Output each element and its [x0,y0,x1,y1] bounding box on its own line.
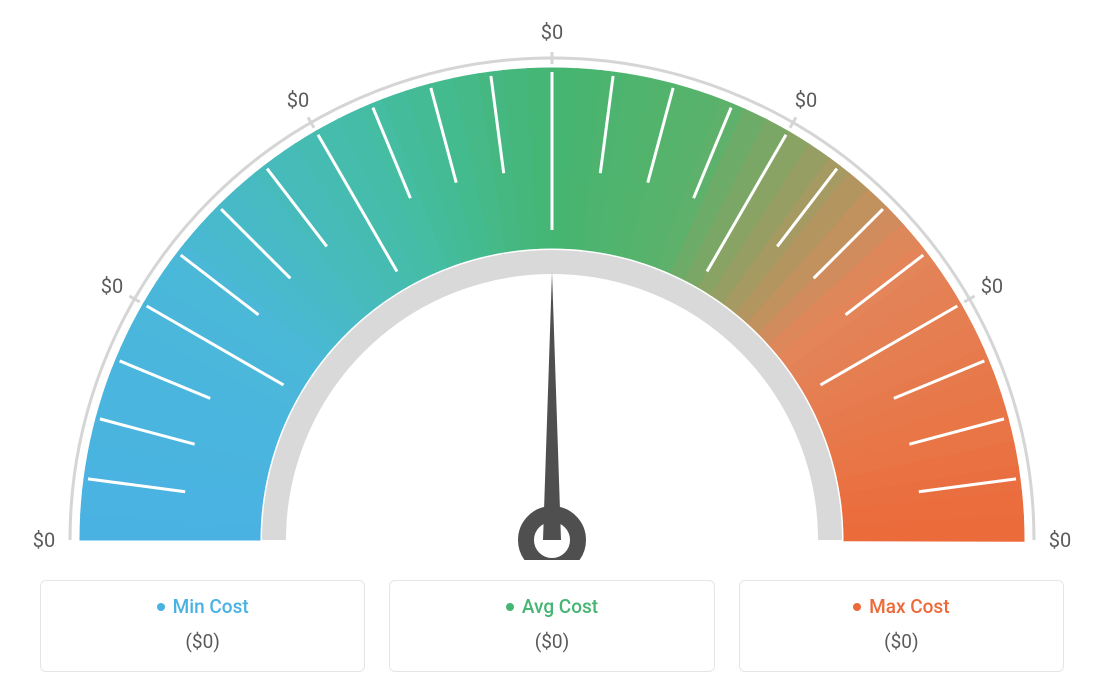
gauge-container: $0 $0 $0 $0 $0 $0 $0 [0,0,1104,560]
legend-value-max: ($0) [750,630,1053,653]
gauge-tick-label: $0 [287,88,309,112]
gauge-tick-label: $0 [795,88,817,112]
legend-dot-avg [506,603,514,611]
gauge-tick-label: $0 [33,528,55,552]
legend-card-min: Min Cost ($0) [40,580,365,672]
legend-label-avg: Avg Cost [522,595,598,618]
legend-card-avg: Avg Cost ($0) [389,580,714,672]
legend-dot-min [157,603,165,611]
gauge-svg [0,0,1104,560]
legend-row: Min Cost ($0) Avg Cost ($0) Max Cost ($0… [40,580,1064,672]
legend-label-max: Max Cost [869,595,949,618]
gauge-tick-label: $0 [101,274,123,298]
legend-label-min: Min Cost [173,595,249,618]
legend-card-max: Max Cost ($0) [739,580,1064,672]
legend-dot-max [853,603,861,611]
gauge-tick-label: $0 [981,274,1003,298]
gauge-tick-label: $0 [541,20,563,44]
legend-value-avg: ($0) [400,630,703,653]
gauge-tick-label: $0 [1049,528,1071,552]
legend-value-min: ($0) [51,630,354,653]
